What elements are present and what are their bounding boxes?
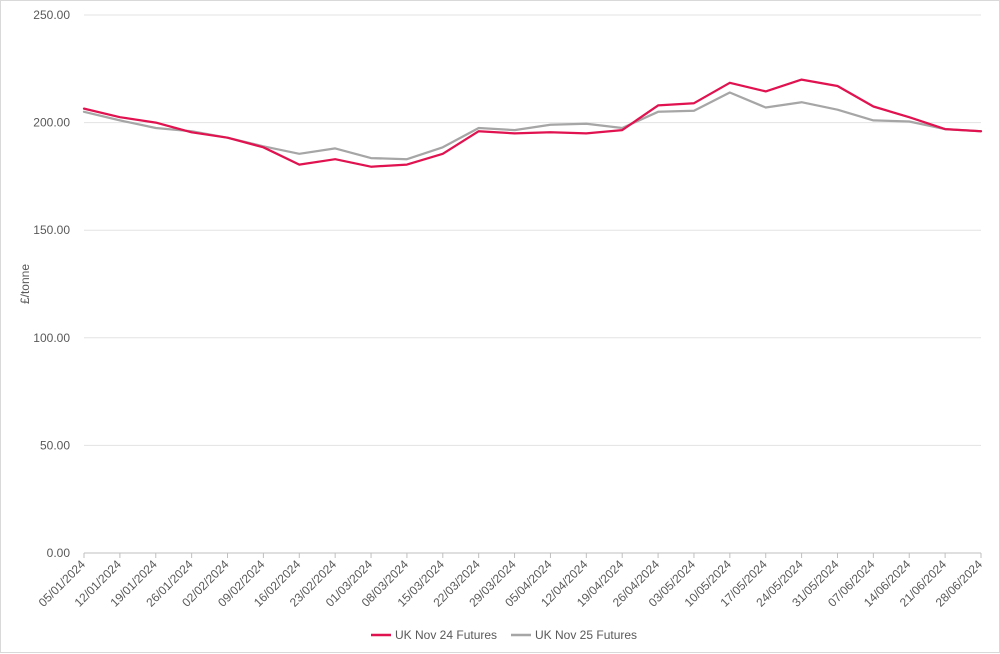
y-tick-label: 200.00 [33,116,70,130]
y-axis-ticks: 0.00 50.00 100.00 150.00 200.00 250.00 [33,8,70,560]
y-tick-label: 0.00 [47,546,71,560]
axes [83,552,982,558]
series-lines [82,78,983,168]
legend-label: UK Nov 25 Futures [535,628,637,642]
legend-label: UK Nov 24 Futures [395,628,497,642]
gridlines [84,14,981,446]
y-axis-title: £/tonne [18,264,32,304]
y-tick-label: 100.00 [33,331,70,345]
x-axis-ticks: 05/01/202412/01/202419/01/202426/01/2024… [36,557,986,610]
series-line [82,78,983,168]
series-line [82,91,983,161]
y-tick-label: 150.00 [33,223,70,237]
y-tick-label: 250.00 [33,8,70,22]
y-tick-label: 50.00 [40,438,70,452]
legend: UK Nov 24 Futures UK Nov 25 Futures [371,628,637,642]
